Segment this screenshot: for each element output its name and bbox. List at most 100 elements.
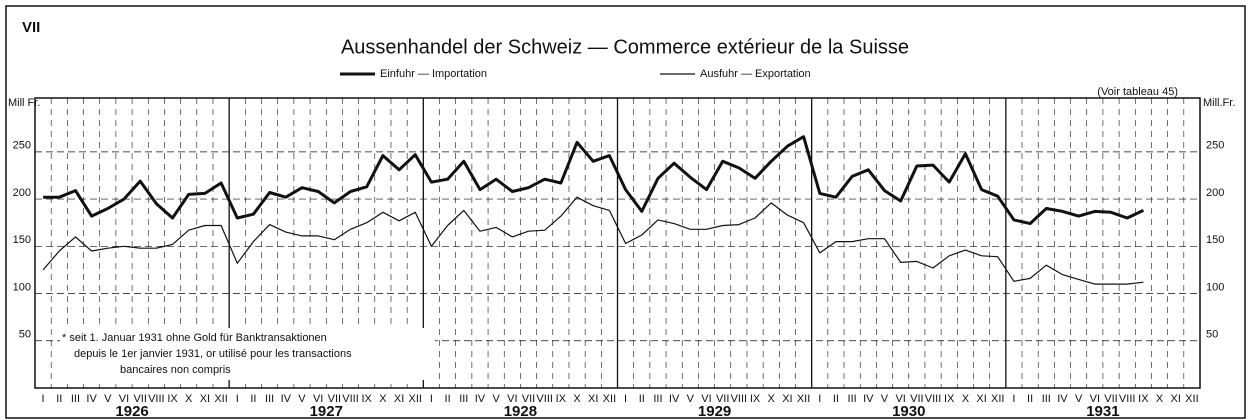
- x-tick-label: X: [962, 393, 970, 405]
- x-tick-label: VI: [313, 393, 323, 405]
- x-tick-label: I: [430, 393, 433, 405]
- x-tick-label: XII: [603, 393, 616, 405]
- x-tick-label: IX: [361, 393, 372, 405]
- x-tick-label: XII: [1185, 393, 1198, 405]
- x-tick-label: IX: [556, 393, 567, 405]
- x-tick-label: VI: [895, 393, 905, 405]
- frame: [5, 5, 1246, 419]
- x-tick-label: VIII: [925, 393, 942, 405]
- y-tick-label: 150: [13, 234, 31, 246]
- x-tick-label: VIII: [148, 393, 165, 405]
- x-tick-label: I: [236, 393, 239, 405]
- x-tick-label: VIII: [342, 393, 359, 405]
- x-tick-label: XI: [782, 393, 792, 405]
- x-tick-label: V: [492, 393, 500, 405]
- x-tick-label: VIII: [536, 393, 553, 405]
- year-label: 1930: [892, 403, 925, 420]
- y-tick-label: 100: [13, 281, 31, 293]
- x-tick-label: X: [573, 393, 581, 405]
- x-tick-label: XII: [214, 393, 227, 405]
- x-tick-label: III: [265, 393, 274, 405]
- year-label: 1927: [310, 403, 343, 420]
- x-tick-label: II: [250, 393, 256, 405]
- x-tick-label: I: [1012, 393, 1015, 405]
- x-tick-label: II: [1027, 393, 1033, 405]
- year-label: 1928: [504, 403, 537, 420]
- x-tick-label: IV: [1057, 393, 1068, 405]
- legend-label: Ausfuhr — Exportation: [700, 68, 811, 80]
- x-tick-label: III: [848, 393, 857, 405]
- year-label: 1929: [698, 403, 731, 420]
- figure-label: VII: [22, 19, 40, 36]
- x-tick-label: V: [104, 393, 112, 405]
- x-tick-label: II: [445, 393, 451, 405]
- x-tick-label: III: [459, 393, 468, 405]
- x-tick-label: I: [42, 393, 45, 405]
- x-tick-label: X: [379, 393, 387, 405]
- x-tick-label: II: [833, 393, 839, 405]
- x-tick-label: VI: [119, 393, 129, 405]
- y-tick-label: 200: [1206, 187, 1224, 199]
- x-tick-label: X: [1156, 393, 1164, 405]
- x-tick-label: V: [298, 393, 306, 405]
- x-tick-label: X: [185, 393, 193, 405]
- x-tick-label: III: [1042, 393, 1051, 405]
- footnote: bancaires non compris: [120, 364, 231, 376]
- y-tick-label: 100: [1206, 281, 1224, 293]
- x-tick-label: VI: [1090, 393, 1100, 405]
- y-tick-label: 200: [13, 187, 31, 199]
- x-tick-label: II: [56, 393, 62, 405]
- x-tick-label: VII: [133, 393, 146, 405]
- data-line: [43, 135, 1145, 226]
- x-tick-label: I: [624, 393, 627, 405]
- x-tick-label: IV: [475, 393, 486, 405]
- x-tick-label: VIII: [1119, 393, 1136, 405]
- x-tick-label: VII: [910, 393, 923, 405]
- year-label: 1931: [1086, 403, 1119, 420]
- x-tick-label: IV: [86, 393, 97, 405]
- legend-label: Einfuhr — Importation: [380, 68, 487, 80]
- y-axis-label: Mill.Fr.: [1203, 97, 1235, 109]
- x-tick-label: IV: [281, 393, 292, 405]
- x-tick-label: V: [881, 393, 889, 405]
- x-tick-label: IV: [669, 393, 680, 405]
- x-tick-label: I: [818, 393, 821, 405]
- x-tick-label: II: [639, 393, 645, 405]
- y-tick-label: 250: [13, 140, 31, 152]
- x-tick-label: IX: [1138, 393, 1149, 405]
- x-tick-label: III: [71, 393, 80, 405]
- note: (Voir tableau 45): [1097, 86, 1178, 98]
- chart-title: Aussenhandel der Schweiz — Commerce exté…: [341, 36, 909, 58]
- x-tick-label: VI: [507, 393, 517, 405]
- x-tick-label: VIII: [731, 393, 748, 405]
- x-tick-label: IX: [167, 393, 178, 405]
- y-tick-label: 150: [1206, 234, 1224, 246]
- y-tick-label: 50: [1206, 329, 1218, 341]
- x-tick-label: VII: [328, 393, 341, 405]
- x-tick-label: III: [653, 393, 662, 405]
- x-tick-label: IV: [863, 393, 874, 405]
- x-tick-label: VII: [1104, 393, 1117, 405]
- footnote-box: [60, 328, 435, 380]
- x-tick-label: VI: [701, 393, 711, 405]
- x-tick-label: X: [768, 393, 776, 405]
- x-tick-label: IX: [944, 393, 955, 405]
- x-tick-label: VII: [716, 393, 729, 405]
- y-tick-label: 250: [1206, 140, 1224, 152]
- x-tick-label: XI: [1171, 393, 1181, 405]
- x-tick-label: XII: [797, 393, 810, 405]
- x-tick-label: V: [1075, 393, 1083, 405]
- x-tick-label: XI: [200, 393, 210, 405]
- x-tick-label: XI: [976, 393, 986, 405]
- y-tick-label: 50: [19, 329, 31, 341]
- x-tick-label: XII: [409, 393, 422, 405]
- y-axis-label: Mill Fr.: [8, 97, 40, 109]
- footnote: depuis le 1er janvier 1931, or utilisé p…: [74, 348, 352, 360]
- x-tick-label: VII: [522, 393, 535, 405]
- x-tick-label: V: [687, 393, 695, 405]
- x-tick-label: XII: [991, 393, 1004, 405]
- footnote: * seit 1. Januar 1931 ohne Gold für Bank…: [62, 332, 327, 344]
- x-tick-label: XI: [588, 393, 598, 405]
- x-tick-label: XI: [394, 393, 404, 405]
